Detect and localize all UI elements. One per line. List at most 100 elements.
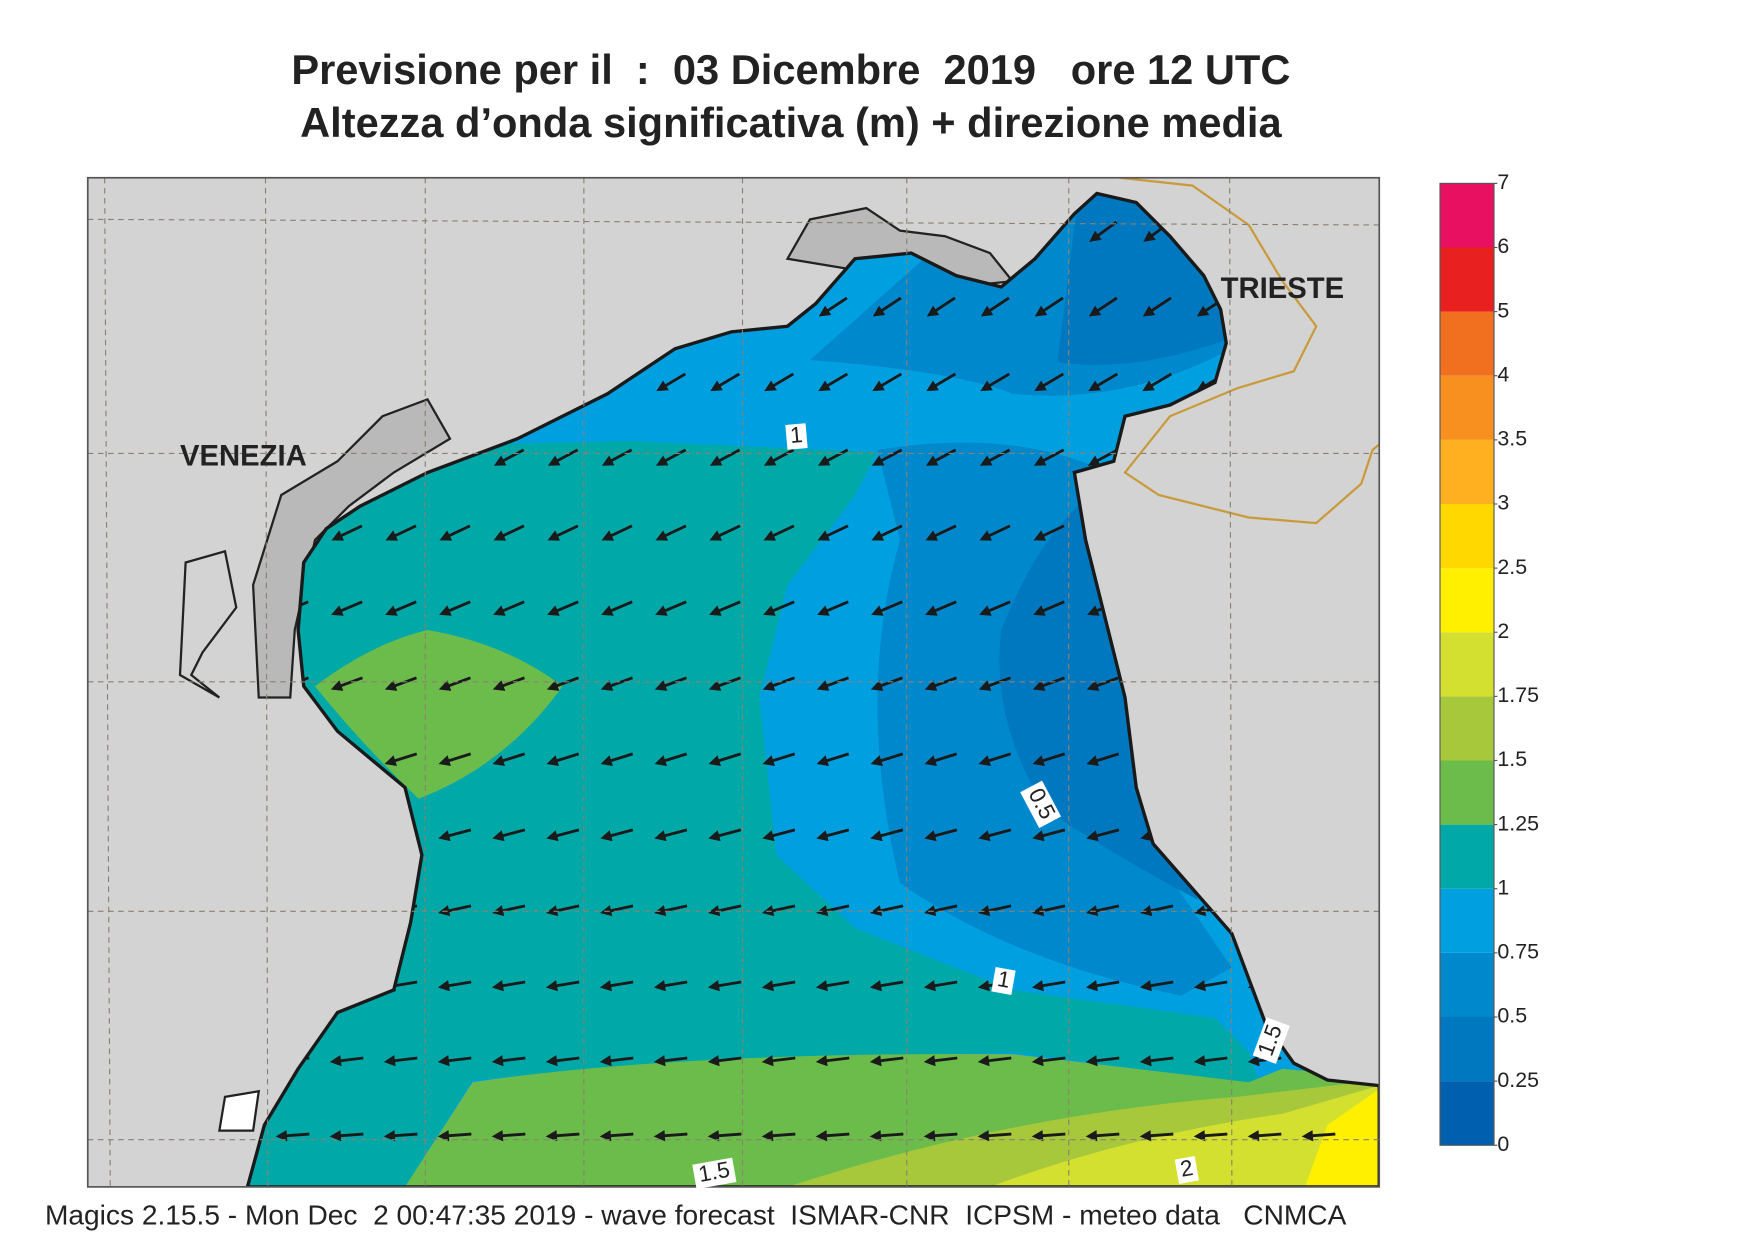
arrow-head [1086, 830, 1099, 842]
arrow-head [924, 830, 937, 842]
arrow-head [815, 1055, 828, 1067]
arrow-head [1142, 380, 1155, 392]
colorbar-label: 1 [1497, 875, 1509, 899]
arrow-head [329, 1130, 342, 1142]
label-box [1020, 780, 1062, 829]
label-box [785, 423, 808, 450]
arrow-head [923, 980, 936, 992]
colorbar-label: 1.25 [1497, 811, 1539, 835]
arrow-head [1031, 980, 1044, 992]
colorbar-label: 1.5 [1497, 747, 1527, 771]
arrow-head [707, 980, 720, 992]
arrow-head [546, 905, 559, 917]
colorbar-swatch [1440, 632, 1494, 697]
colorbar-swatch [1440, 1081, 1494, 1146]
arrow-head [601, 455, 615, 466]
arrow-head [978, 905, 991, 917]
arrow-head [547, 455, 561, 466]
arrow-head [1086, 755, 1099, 766]
arrow-head [1032, 680, 1046, 691]
arrow-head [1033, 530, 1047, 541]
arrow-head [761, 980, 774, 992]
arrow-head [1139, 1130, 1152, 1142]
arrow-head [600, 755, 613, 766]
arrow-head [1194, 905, 1207, 917]
arrow-head [1140, 905, 1153, 917]
arrow-head [1085, 980, 1098, 992]
arrow-head [708, 905, 721, 917]
arrow-head [331, 530, 345, 541]
arrow-head [1031, 1130, 1044, 1142]
arrow-head [1032, 830, 1045, 842]
arrow-head [979, 455, 993, 466]
arrow-head [599, 1055, 612, 1067]
arrow-head [870, 680, 884, 691]
colorbar-label: 0.5 [1497, 1004, 1527, 1028]
arrow-head [708, 755, 721, 766]
arrow-head [977, 980, 990, 992]
arrow-head [1193, 1130, 1206, 1142]
arrow-head [385, 530, 399, 541]
arrow-head [762, 830, 775, 842]
arrow-head [492, 905, 505, 917]
arrow-head [383, 1055, 396, 1067]
arrow-head [653, 980, 666, 992]
arrow-head [924, 905, 937, 917]
arrow-head [493, 455, 507, 466]
arrow-head [1034, 380, 1047, 392]
arrow-head [924, 680, 938, 691]
colorbar-swatch [1440, 439, 1494, 504]
arrow-head [869, 1130, 882, 1142]
arrow-head [816, 680, 830, 691]
arrow-head [1085, 1130, 1098, 1142]
arrow-head [1087, 455, 1101, 466]
arrow-head [546, 830, 559, 842]
arrow-head [600, 905, 613, 917]
arrow-head [329, 1055, 342, 1067]
arrow-head [978, 680, 992, 691]
colorbar-swatch [1440, 888, 1494, 953]
arrow-head [656, 380, 669, 392]
arrow-head [1139, 980, 1152, 992]
arrow-head [978, 755, 991, 766]
arrow-head [817, 530, 831, 541]
arrow-head [815, 980, 828, 992]
colorbar-swatch [1440, 504, 1494, 569]
arrow-head [761, 1130, 774, 1142]
contour-label: 1 [789, 422, 804, 448]
arrow-head [870, 755, 883, 766]
arrow-head [1034, 305, 1048, 317]
colorbar-swatch [1440, 247, 1494, 312]
colorbar-label: 3.5 [1497, 427, 1527, 451]
arrow-head [438, 680, 452, 691]
colorbar-swatch [1440, 760, 1494, 825]
contour-label: 1 [995, 966, 1012, 993]
arrow-head [925, 530, 939, 541]
arrow-head [871, 455, 885, 466]
label-box [692, 1157, 737, 1190]
arrow-head [1088, 380, 1101, 392]
arrow-head [977, 1055, 990, 1067]
place-label: VENEZIA [180, 441, 307, 473]
arrow-head [818, 380, 831, 392]
arrow-head [1033, 605, 1046, 616]
arrow-head [816, 755, 829, 766]
colorbar: 0 0.25 0.5 0.75 1 1.25 1.5 1.75 2 2.5 3 3.5 4 5 6 7 [1439, 170, 1539, 1156]
arrow-head [871, 605, 884, 616]
arrow-head [492, 830, 505, 842]
arrow-head [653, 1130, 666, 1142]
arrow-head [545, 980, 558, 992]
arrow-head [1193, 1055, 1206, 1067]
colorbar-label: 0.75 [1497, 940, 1539, 964]
arrow-head [655, 605, 668, 616]
arrow-head [655, 530, 669, 541]
title: Previsione per il : 03 Dicembre 2019 ore… [291, 46, 1290, 93]
arrow-head [762, 755, 775, 766]
arrow-head [1032, 755, 1045, 766]
coast-detail [178, 549, 238, 699]
colorbar-swatch [1440, 183, 1494, 248]
band [315, 630, 563, 799]
arrow-head [1142, 305, 1156, 317]
arrow-head [439, 530, 453, 541]
